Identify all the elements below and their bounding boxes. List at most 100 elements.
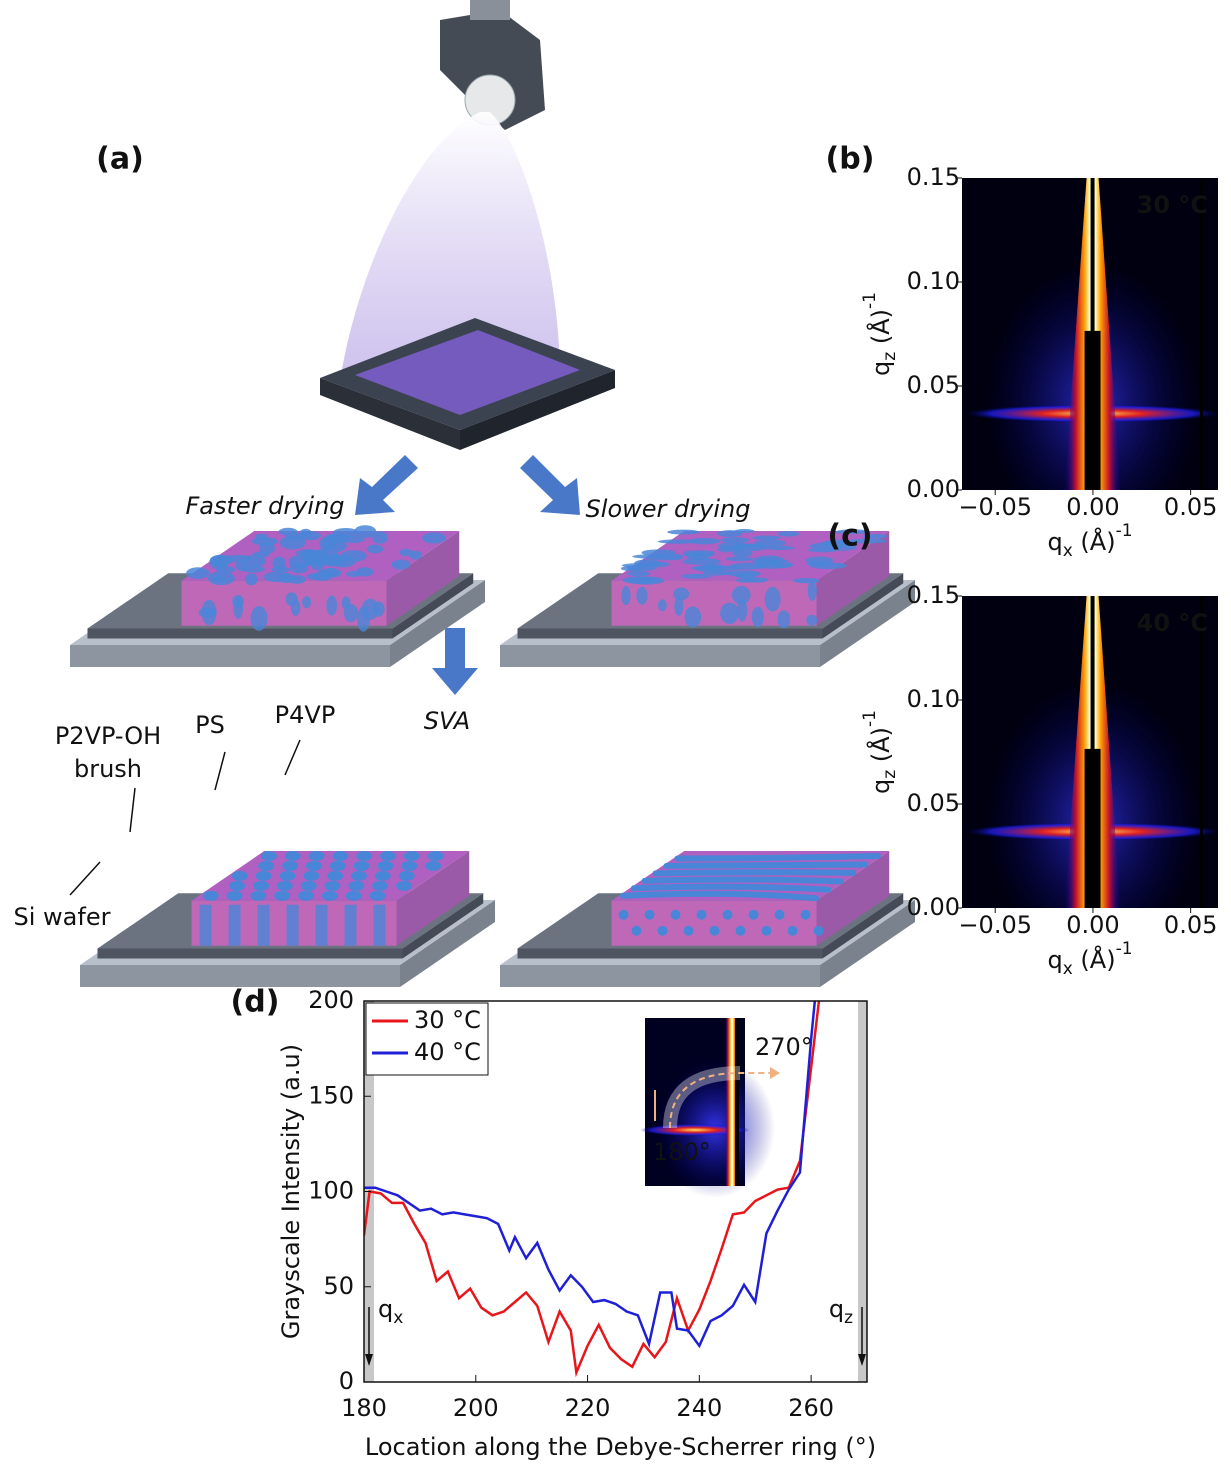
domain bbox=[752, 607, 764, 628]
cylinder bbox=[399, 871, 415, 881]
cylinder bbox=[801, 910, 811, 920]
domain bbox=[636, 587, 647, 605]
cylinder bbox=[723, 910, 733, 920]
y-axis-label: Grayscale Intensity (a.u) bbox=[277, 1044, 305, 1339]
cylinder bbox=[377, 861, 393, 871]
domain bbox=[354, 525, 376, 538]
cylinder bbox=[370, 891, 386, 901]
domain bbox=[302, 550, 328, 557]
cylinder bbox=[258, 861, 274, 871]
domain bbox=[684, 606, 701, 627]
domain bbox=[746, 577, 769, 582]
cylinder bbox=[425, 861, 441, 871]
domain bbox=[752, 536, 781, 540]
domain bbox=[641, 549, 675, 556]
domain bbox=[683, 550, 715, 554]
cylinder bbox=[677, 856, 877, 858]
domain bbox=[793, 578, 819, 583]
domain bbox=[236, 560, 248, 571]
detector-gap bbox=[1200, 596, 1203, 908]
layer-label: brush bbox=[74, 755, 142, 783]
cylinder bbox=[316, 905, 328, 946]
domain bbox=[765, 587, 781, 612]
edge-label-part: q bbox=[378, 1295, 393, 1323]
cylinder bbox=[229, 881, 245, 891]
brush-layer-front bbox=[98, 949, 403, 959]
domain bbox=[272, 567, 290, 573]
cylinder bbox=[203, 891, 219, 901]
cylinder bbox=[667, 864, 866, 865]
domain bbox=[687, 554, 709, 560]
cylinder bbox=[632, 926, 642, 936]
cylinder bbox=[227, 891, 243, 901]
y-axis-label-part: q bbox=[867, 779, 895, 794]
domain bbox=[316, 569, 339, 576]
cylinder bbox=[396, 881, 412, 891]
cylinder bbox=[346, 891, 362, 901]
cylinder bbox=[749, 910, 759, 920]
cylinder bbox=[306, 861, 322, 871]
x-tick-label: 0.05 bbox=[1164, 911, 1217, 939]
cylinder bbox=[428, 851, 444, 861]
cylinder bbox=[658, 926, 668, 936]
domain bbox=[622, 576, 657, 583]
cylinder bbox=[330, 861, 346, 871]
x-tick-label: −0.05 bbox=[958, 911, 1032, 939]
y-axis-label-part: (Å) bbox=[866, 727, 895, 770]
cylinder bbox=[298, 891, 314, 901]
panel-label: (b) bbox=[826, 142, 875, 177]
cylinder bbox=[325, 881, 341, 891]
y-tick-label: 150 bbox=[308, 1081, 354, 1109]
brush-layer-front bbox=[518, 949, 823, 959]
si-wafer-front bbox=[70, 645, 390, 667]
brush-layer-front bbox=[88, 629, 393, 639]
edge-label: qz bbox=[829, 1295, 853, 1328]
x-axis-label-part: (Å) bbox=[1073, 945, 1116, 974]
domain bbox=[356, 567, 374, 576]
domain bbox=[212, 576, 225, 582]
y-tick-label: 0 bbox=[339, 1367, 354, 1395]
y-axis-label-part: -1 bbox=[860, 710, 880, 727]
domain bbox=[658, 539, 698, 543]
domain bbox=[201, 600, 216, 625]
x-axis-label: qx (Å)-1 bbox=[1047, 521, 1132, 561]
domain bbox=[186, 567, 209, 579]
x-axis-label-part: (Å) bbox=[1073, 527, 1116, 556]
cylinder bbox=[250, 891, 266, 901]
cylinder bbox=[380, 851, 396, 861]
cylinder bbox=[277, 881, 293, 891]
domain bbox=[658, 599, 667, 611]
x-tick-label: 200 bbox=[453, 1394, 499, 1422]
x-axis-label-part: q bbox=[1047, 946, 1062, 974]
domain bbox=[621, 586, 630, 605]
y-tick-label: 0.15 bbox=[907, 581, 960, 609]
domain bbox=[720, 603, 739, 625]
x-tick-label: −0.05 bbox=[958, 493, 1032, 521]
cylinder bbox=[372, 881, 388, 891]
domain bbox=[299, 531, 321, 540]
stage-label: SVA bbox=[424, 707, 470, 735]
beamstop bbox=[1085, 331, 1101, 490]
domain bbox=[718, 542, 749, 549]
x-tick-label: 180 bbox=[341, 1394, 387, 1422]
leader bbox=[215, 752, 225, 790]
domain bbox=[263, 572, 291, 582]
cylinder bbox=[356, 851, 372, 861]
x-axis-label-part: q bbox=[1047, 528, 1062, 556]
cylinder bbox=[287, 905, 299, 946]
cylinder bbox=[671, 910, 681, 920]
cylinder bbox=[282, 861, 298, 871]
domain bbox=[726, 557, 754, 562]
cylinder bbox=[645, 879, 841, 881]
si-wafer-front bbox=[500, 645, 820, 667]
layer-label: P2VP-OH bbox=[55, 722, 161, 750]
si-wafer-front bbox=[500, 965, 820, 987]
domain bbox=[667, 530, 699, 535]
y-tick-label: 0.10 bbox=[907, 267, 960, 295]
y-axis-label: qz (Å)-1 bbox=[860, 710, 900, 794]
domain bbox=[302, 596, 311, 608]
figure: (a) Faster drying Slower drying SVA P2VP… bbox=[0, 0, 1231, 1468]
cylinder bbox=[229, 905, 241, 946]
domain bbox=[681, 574, 711, 579]
domain bbox=[233, 598, 243, 619]
